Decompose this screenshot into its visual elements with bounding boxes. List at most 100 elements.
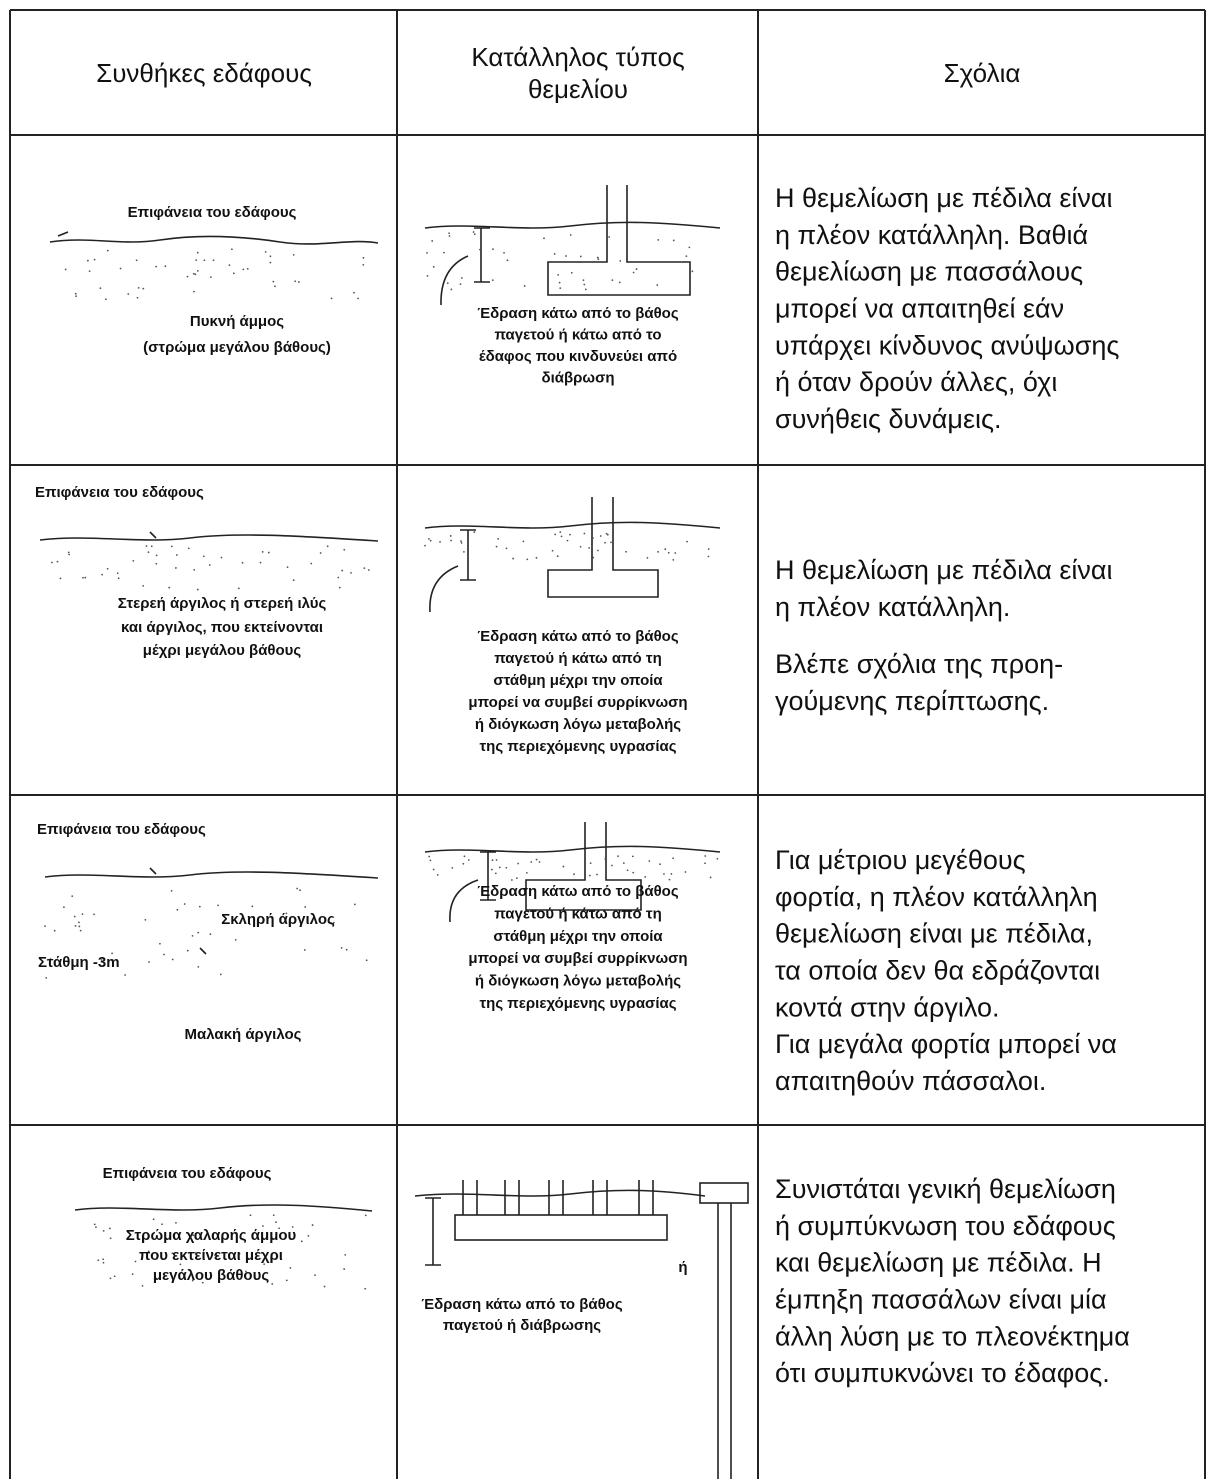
dot — [228, 264, 231, 267]
dot — [584, 288, 587, 291]
dot — [490, 868, 493, 871]
dot — [462, 862, 465, 865]
dot — [588, 546, 591, 549]
dot — [196, 269, 199, 272]
dot — [617, 855, 619, 858]
dot — [86, 259, 89, 262]
dot — [234, 938, 237, 941]
dot — [497, 537, 500, 540]
soil-label: Στάθμη -3m — [38, 954, 120, 971]
foundation-caption: παγετού ή κάτω από τη — [494, 650, 662, 667]
dot — [196, 251, 199, 254]
foundation-caption: παγετού ή κάτω από τη — [494, 905, 662, 922]
dot — [67, 551, 70, 554]
dot — [217, 904, 219, 907]
dot — [219, 973, 222, 976]
comment-line: Συνιστάται γενική θεμελίωση — [775, 1174, 1116, 1204]
dot — [707, 555, 710, 558]
dot — [220, 556, 223, 559]
dot — [304, 906, 307, 908]
comment-line: μπορεί να απαιτηθεί εάν — [775, 294, 1064, 324]
dot — [68, 553, 71, 556]
dot — [611, 864, 613, 867]
dot — [364, 1214, 367, 1217]
dot — [299, 889, 301, 892]
dot — [343, 1268, 346, 1270]
comment-line: η πλέον κατάλληλη. — [775, 592, 1010, 622]
dot — [201, 1281, 204, 1284]
comment-line: συνήθεις δυνάμεις. — [775, 404, 1002, 434]
soil-label: Μαλακή άργιλος — [185, 1026, 302, 1043]
dot — [261, 1225, 264, 1227]
dot — [648, 860, 651, 862]
dot — [664, 548, 667, 551]
dot — [672, 558, 675, 561]
dot — [341, 569, 344, 572]
dot — [73, 915, 76, 918]
dot — [530, 861, 533, 863]
dot — [119, 267, 122, 270]
dot — [303, 949, 306, 951]
dot — [74, 924, 77, 927]
dot — [579, 255, 582, 258]
dot — [450, 539, 452, 542]
header-text: Σχόλια — [944, 58, 1021, 88]
soil-label: μεγάλου βάθους — [153, 1267, 269, 1284]
dot — [622, 862, 625, 865]
dot — [179, 1263, 182, 1266]
foundation-caption: παγετού ή διάβρωσης — [443, 1317, 601, 1334]
dot — [175, 1221, 177, 1224]
dot — [365, 959, 368, 962]
dot — [558, 281, 561, 284]
dot — [429, 859, 432, 862]
header-text: Συνθήκες εδάφους — [96, 58, 312, 88]
dot — [503, 251, 505, 254]
dot — [81, 913, 84, 916]
comment-line: Η θεμελίωση με πέδιλα είναι — [775, 183, 1113, 213]
dot — [285, 912, 288, 915]
dot — [473, 531, 476, 533]
dot — [635, 268, 638, 270]
foundation-caption: ή διόγκωση λόγω μεταβολής — [475, 716, 681, 733]
dot — [589, 862, 592, 864]
dot — [134, 1260, 137, 1263]
dot — [249, 1214, 252, 1217]
foundation-caption: διάβρωση — [541, 369, 614, 386]
dot — [116, 572, 119, 575]
dot — [113, 1275, 116, 1278]
dot — [174, 567, 177, 569]
dot — [562, 865, 565, 868]
dot — [137, 286, 140, 289]
soil-label: Σκληρή άργιλος — [221, 911, 335, 928]
dot — [187, 547, 190, 550]
dot — [245, 1270, 247, 1273]
dot — [84, 576, 87, 579]
dot — [97, 1259, 100, 1262]
dot — [101, 573, 104, 576]
dot — [209, 933, 212, 936]
dot — [625, 550, 627, 553]
dot — [142, 584, 145, 587]
foundation-caption: παγετού ή κάτω από το — [494, 326, 661, 343]
comment-line: και θεμελίωση με πέδιλα. Η — [775, 1248, 1102, 1278]
foundation-caption: Έδραση κάτω από το βάθος — [477, 305, 678, 322]
comment-line: Για μεγάλα φορτία μπορεί να — [775, 1029, 1117, 1059]
dot — [155, 554, 158, 557]
dot — [362, 256, 365, 259]
dot — [498, 866, 501, 869]
dot — [75, 295, 78, 298]
dot — [198, 905, 201, 908]
dot — [592, 556, 595, 559]
dot — [155, 562, 158, 565]
dot — [657, 550, 660, 553]
dot — [516, 877, 518, 880]
foundation-caption: της περιεχόμενης υγρασίας — [479, 738, 676, 755]
dot — [644, 875, 647, 878]
dot — [565, 255, 567, 257]
dot — [554, 533, 557, 536]
dot — [557, 273, 560, 276]
dot — [78, 925, 81, 928]
dot — [426, 251, 428, 254]
dot — [553, 252, 556, 255]
